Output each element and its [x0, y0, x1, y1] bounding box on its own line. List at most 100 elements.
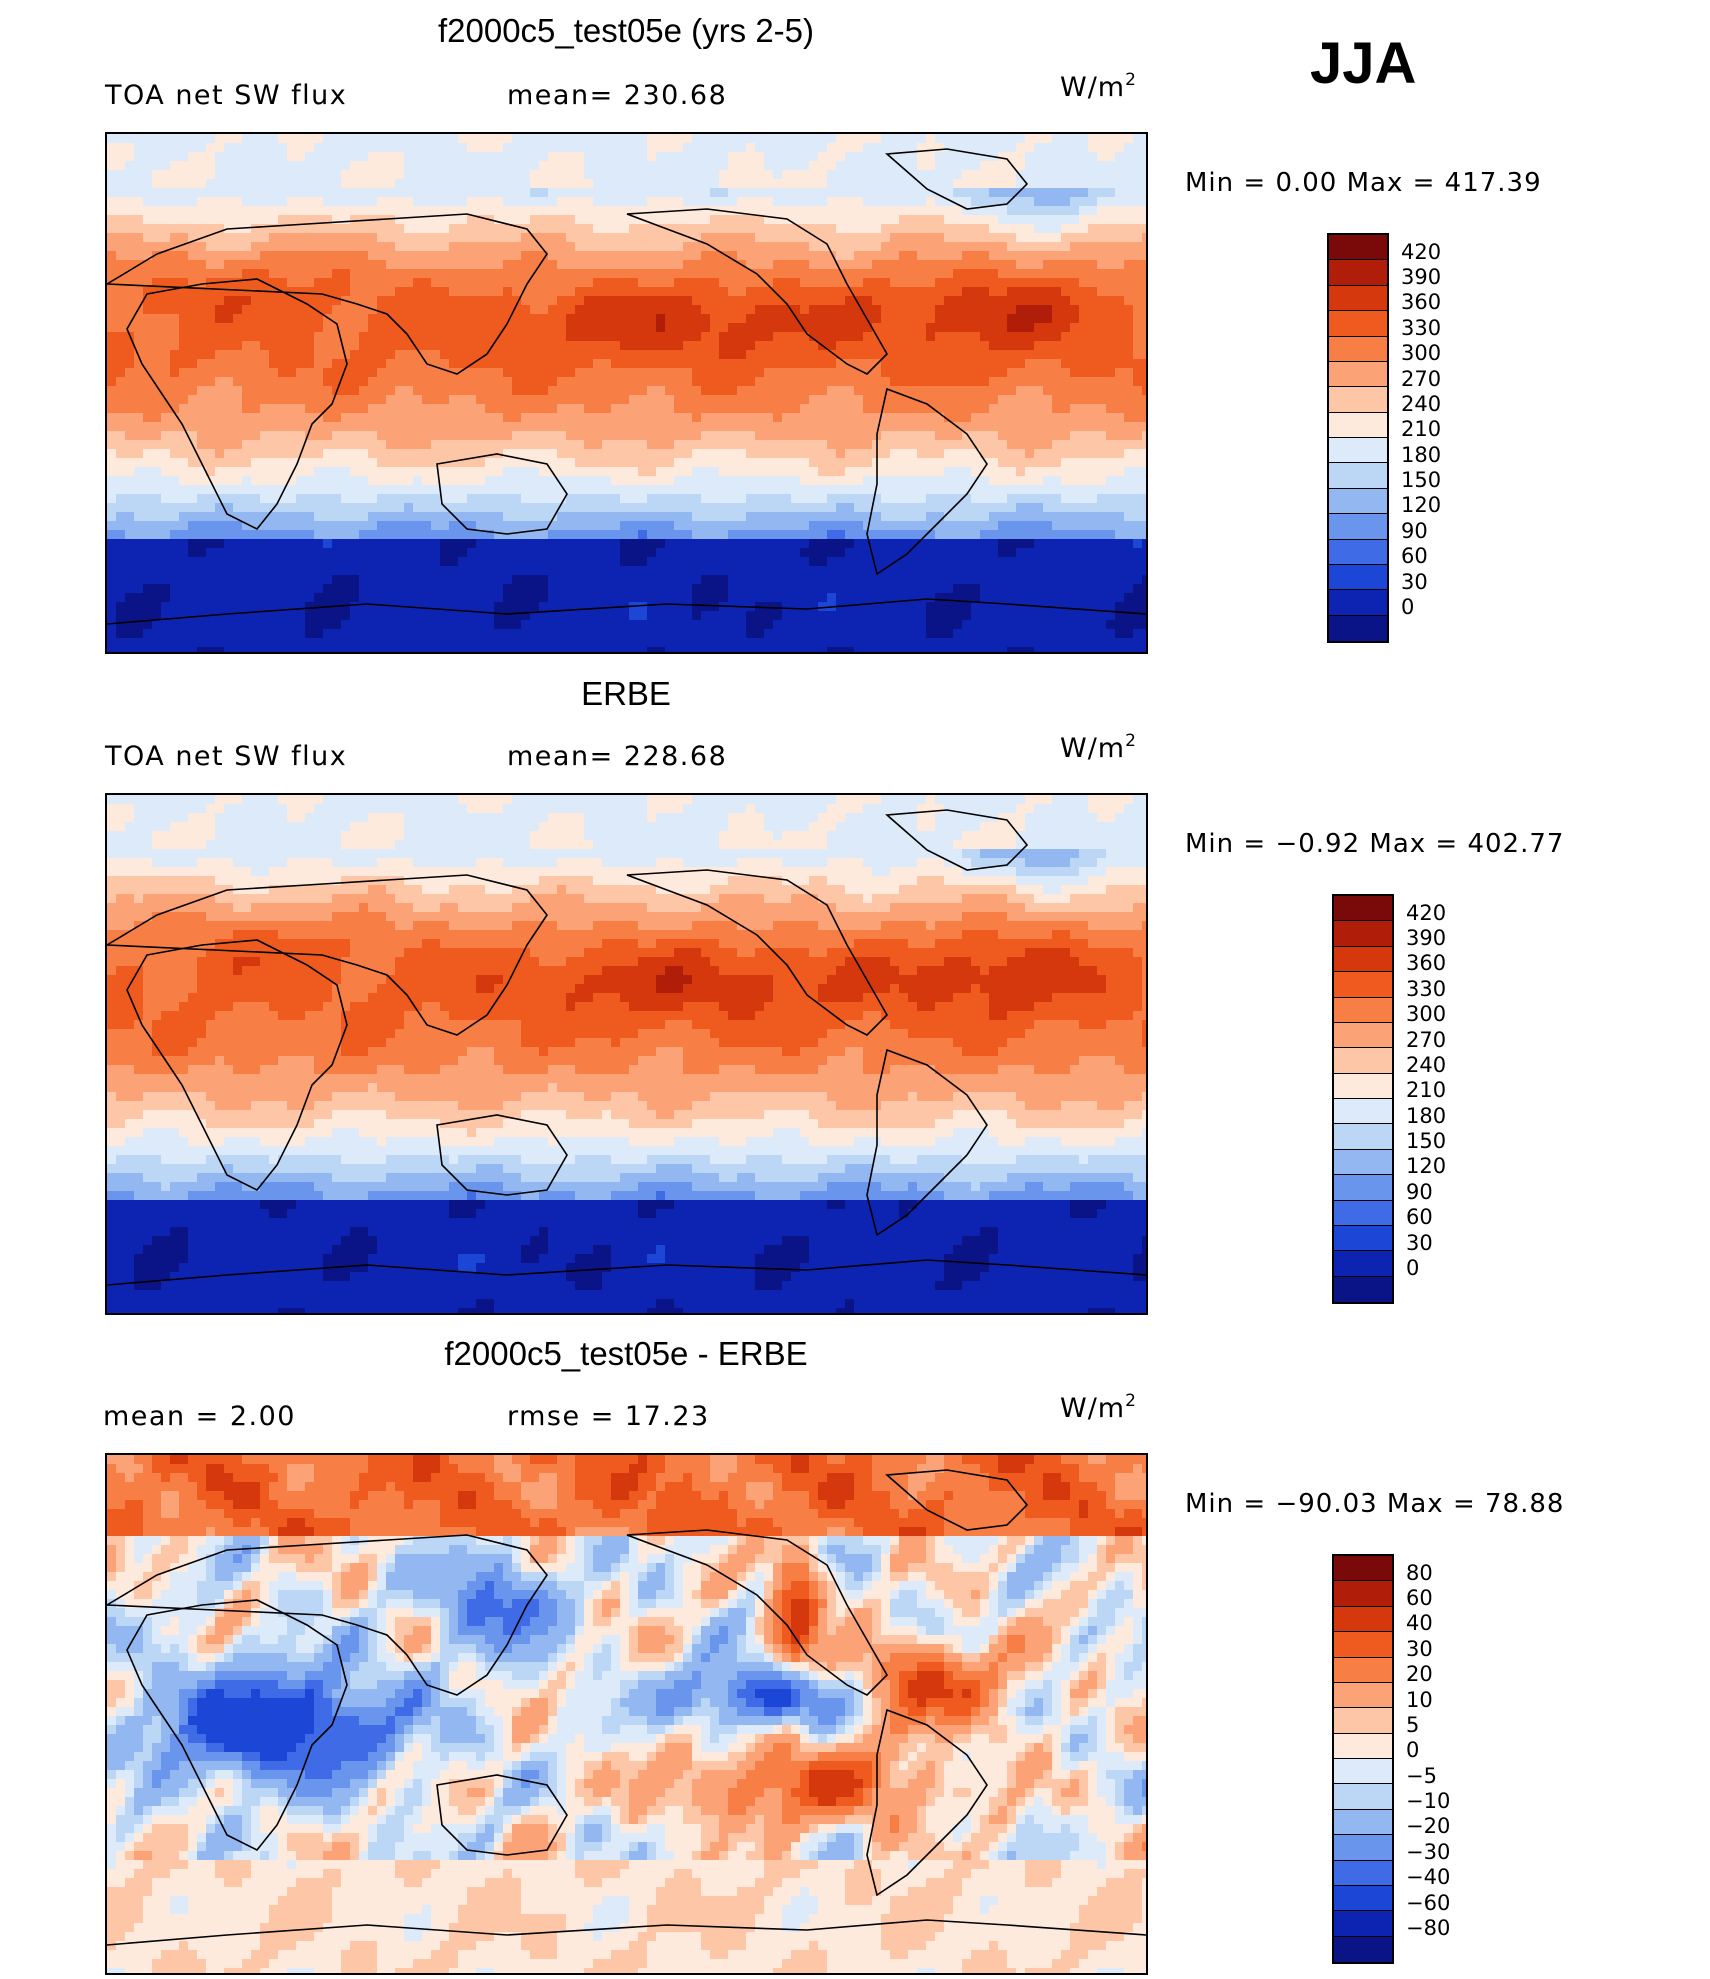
colorbar-swatch: [1334, 1606, 1392, 1633]
panel-2-field: [107, 795, 1146, 1313]
colorbar-swatch: [1334, 1911, 1392, 1937]
panel-2-variable-label: TOA net SW flux: [105, 741, 347, 772]
colorbar-tick-label: 390: [1406, 928, 1446, 949]
panel-2-units: W/m2: [1060, 731, 1137, 764]
colorbar-swatch: [1334, 1099, 1392, 1125]
colorbar-tick-label: 40: [1406, 1613, 1433, 1634]
colorbar-tick-label: −40: [1406, 1867, 1450, 1888]
colorbar-tick-label: 270: [1401, 368, 1441, 390]
colorbar-tick-label: 0: [1406, 1740, 1419, 1761]
coastline: [126, 278, 348, 531]
colorbar-tick-label: 210: [1401, 419, 1441, 440]
colorbar-tick-label: 20: [1406, 1664, 1433, 1685]
colorbar-swatch: [1334, 1936, 1392, 1962]
colorbar-swatch: [1334, 1073, 1392, 1099]
colorbar-tick-label: 0: [1401, 596, 1414, 618]
coastline: [107, 874, 548, 1036]
coastline: [126, 939, 348, 1192]
coastline: [436, 1774, 568, 1856]
coastline: [107, 1259, 1146, 1286]
colorbar-swatch: [1334, 1860, 1392, 1886]
panel-1-map: [105, 132, 1148, 654]
colorbar-swatch: [1334, 1225, 1392, 1252]
colorbar-swatch: [1334, 997, 1392, 1023]
coastline: [626, 208, 888, 375]
colorbar-tick-label: −60: [1406, 1892, 1450, 1914]
panel-3-title: f2000c5_test05e - ERBE: [0, 1335, 1252, 1373]
colorbar-swatch: [1329, 260, 1387, 286]
colorbar-tick-label: 120: [1406, 1156, 1446, 1177]
colorbar-tick-label: 120: [1401, 495, 1441, 516]
panel-2-colorbar: [1332, 894, 1394, 1304]
colorbar-swatch: [1329, 590, 1387, 616]
colorbar-tick-label: 330: [1406, 978, 1446, 1000]
colorbar-tick-label: 0: [1406, 1257, 1419, 1279]
coastline: [436, 1114, 568, 1196]
coastline: [436, 453, 568, 535]
colorbar-swatch: [1334, 1784, 1392, 1810]
panel-2-map: [105, 793, 1148, 1315]
coastline: [866, 1048, 988, 1237]
panel-2-mean-label: mean= 228.68: [507, 741, 727, 772]
colorbar-tick-label: −20: [1406, 1816, 1450, 1837]
colorbar-swatch: [1334, 1885, 1392, 1912]
colorbar-swatch: [1329, 361, 1387, 388]
colorbar-tick-label: 60: [1401, 546, 1428, 567]
panel-3-minmax: Min = −90.03 Max = 78.88: [1185, 1489, 1564, 1519]
colorbar-tick-label: 30: [1401, 571, 1428, 593]
colorbar-swatch: [1334, 1657, 1392, 1683]
panel-1-colorbar: [1327, 233, 1389, 643]
colorbar-swatch: [1329, 311, 1387, 337]
field-cells: [107, 1455, 1146, 1973]
colorbar-swatch: [1329, 235, 1387, 261]
colorbar-swatch: [1334, 1835, 1392, 1861]
coastline: [107, 598, 1146, 625]
colorbar-tick-label: 80: [1406, 1562, 1433, 1584]
colorbar-tick-label: 30: [1406, 1638, 1433, 1660]
colorbar-swatch: [1334, 1556, 1392, 1582]
panel-3-field: [107, 1455, 1146, 1973]
colorbar-tick-label: 30: [1406, 1232, 1433, 1254]
coastline: [107, 213, 548, 375]
colorbar-swatch: [1334, 1200, 1392, 1226]
colorbar-tick-label: −30: [1406, 1841, 1450, 1863]
colorbar-swatch: [1334, 1048, 1392, 1074]
colorbar-tick-label: 390: [1401, 267, 1441, 288]
panel-3-rmse-label: rmse = 17.23: [507, 1401, 710, 1432]
colorbar-tick-label: 180: [1401, 444, 1441, 466]
coastline: [107, 1919, 1146, 1946]
colorbar-swatch: [1334, 1759, 1392, 1785]
panel-1-units: W/m2: [1060, 70, 1137, 103]
colorbar-tick-label: 90: [1401, 520, 1428, 542]
panel-1-variable-label: TOA net SW flux: [105, 80, 347, 111]
colorbar-swatch: [1334, 1632, 1392, 1658]
colorbar-tick-label: 90: [1406, 1181, 1433, 1203]
colorbar-swatch: [1334, 1251, 1392, 1277]
colorbar-tick-label: 150: [1401, 470, 1441, 491]
colorbar-swatch: [1334, 1682, 1392, 1709]
colorbar-tick-label: 330: [1401, 317, 1441, 339]
colorbar-tick-label: 240: [1401, 393, 1441, 415]
colorbar-tick-label: −80: [1406, 1917, 1450, 1939]
colorbar-swatch: [1334, 896, 1392, 922]
colorbar-swatch: [1329, 615, 1387, 641]
colorbar-swatch: [1334, 1175, 1392, 1201]
colorbar-swatch: [1334, 1809, 1392, 1836]
panel-1-minmax: Min = 0.00 Max = 417.39: [1185, 168, 1542, 198]
colorbar-tick-label: 210: [1406, 1080, 1446, 1101]
colorbar-tick-label: 360: [1401, 292, 1441, 313]
colorbar-swatch: [1334, 1022, 1392, 1049]
colorbar-tick-label: 360: [1406, 953, 1446, 974]
panel-3-units: W/m2: [1060, 1391, 1137, 1424]
colorbar-tick-label: 180: [1406, 1105, 1446, 1127]
colorbar-tick-label: 240: [1406, 1054, 1446, 1076]
colorbar-tick-label: −10: [1406, 1791, 1450, 1812]
colorbar-swatch: [1334, 1149, 1392, 1176]
coastline: [885, 1469, 1029, 1531]
season-label: JJA: [1310, 30, 1416, 97]
colorbar-tick-label: 10: [1406, 1689, 1433, 1711]
colorbar-tick-label: 420: [1401, 241, 1441, 263]
colorbar-swatch: [1329, 438, 1387, 464]
coastline: [885, 809, 1029, 871]
colorbar-swatch: [1334, 1581, 1392, 1607]
